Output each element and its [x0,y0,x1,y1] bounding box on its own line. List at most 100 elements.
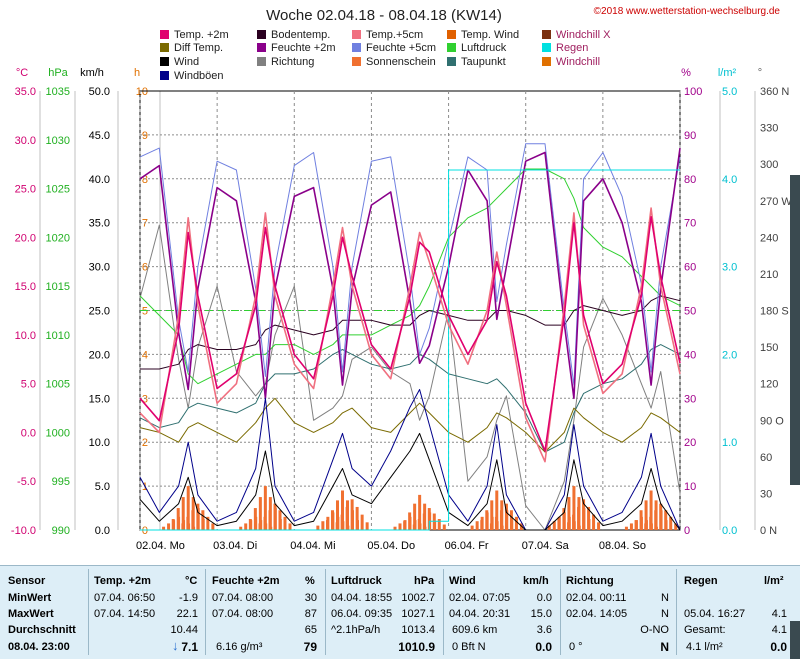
wind-tick: 20.0 [89,349,110,361]
sunshine-tick: 7 [142,218,148,230]
sunshine-bar [176,508,180,530]
right-unit-label: % [681,67,691,79]
legend-swatch [257,30,266,39]
legend-swatch [352,30,361,39]
temp-tick: 10.0 [15,330,36,342]
sunshine-bar [489,523,493,530]
sunshine-tick: 6 [142,262,148,274]
temp-tick: 15.0 [15,281,36,293]
right-unit-label: l/m² [718,67,737,79]
regen-unit: l/m² [764,575,784,587]
right-unit-label: ° [758,67,762,79]
series-line-windb-en [139,389,681,531]
sunshine-bar [587,506,591,530]
legend-swatch [542,30,551,39]
sunshine-bar [432,513,436,530]
humidity-tick: 10 [684,481,696,493]
wind-avg-value: 3.6 [536,624,552,636]
sunshine-bar [283,516,287,530]
left-unit-label: h [134,67,140,79]
sunshine-bar [340,514,344,530]
sunshine-bar [437,519,441,530]
sunshine-bar [331,510,334,530]
temp-tick: 20.0 [15,232,36,244]
feuchte-absolute: 6.16 g/m³ [216,641,263,653]
humidity-tick: 60 [684,262,696,274]
humidity-tick: 50 [684,306,696,318]
richtung-header: Richtung [566,575,614,587]
pressure-tick: 1000 [46,427,70,439]
left-unit-label: hPa [48,67,68,79]
feuchte-max-value: 87 [304,608,317,620]
pressure-tick: 1020 [46,232,70,244]
sunshine-tick: 5 [142,306,148,318]
sunshine-bar [422,513,426,530]
luftdruck-avg-value: 1013.4 [401,624,435,636]
feuchte-avg-value: 65 [304,624,317,636]
luftdruck-unit: hPa [414,575,435,587]
wind-max-value: 15.0 [530,608,552,620]
chart-title: Woche 02.04.18 - 08.04.18 (KW14) [266,7,502,24]
series-line-bodentemp- [140,295,681,370]
sunshine-bar [552,521,556,530]
series-line-taupunkt [139,344,681,453]
sunshine-bar [509,510,513,530]
regen-max-time: 05.04. 16:27 [684,608,746,620]
sunshine-bar [562,508,566,530]
pressure-tick: 1035 [46,86,70,98]
sunshine-bar [263,516,267,530]
sunshine-bar [629,523,633,530]
regen-current-value: 0.0 [770,640,787,654]
sunshine-bar [171,519,175,530]
legend-swatch [447,57,456,66]
sunshine-bar [258,523,262,530]
legend-swatch [160,71,169,80]
series-line-temp-5cm [139,207,681,463]
sunshine-bar [499,510,503,530]
pressure-tick: 990 [52,525,70,537]
regen-today: 4.1 l/m² [686,641,723,653]
wind-tick: 30.0 [89,262,110,274]
luftdruck-max-value: 1027.1 [401,608,435,620]
rain-tick: 4.0 [722,174,737,186]
sunshine-bar [639,510,643,530]
legend-swatch [542,43,551,52]
direction-tick: 30 [760,488,772,500]
feuchte-header: Feuchte +2m [212,575,280,587]
copyright-link[interactable]: ©2018 www.wetterstation-wechselburg.de [594,6,781,17]
sunshine-tick: 2 [142,437,148,449]
sunshine-bar [480,520,484,530]
luftdruck-tendency: ^2.1hPa/h [331,624,381,636]
wind-tick: 35.0 [89,218,110,230]
sunshine-bar [393,526,397,530]
humidity-tick: 100 [684,86,702,98]
direction-tick: 0 N [760,525,777,537]
legend-swatch [447,30,456,39]
sunshine-bar [413,503,417,530]
pressure-tick: 995 [52,476,70,488]
direction-tick: 210 [760,269,778,281]
sunshine-bar [181,523,185,530]
sunshine-bar [577,506,581,530]
richtung-min-time: 02.04. 00:11 [566,592,627,604]
left-unit-label: km/h [80,67,104,79]
wind-tick: 25.0 [89,306,110,318]
sunshine-bar [278,510,282,530]
sunshine-tick: 3 [142,393,148,405]
sunshine-bar [398,523,402,530]
sensor-header: Sensor [8,575,46,587]
wind-distance: 609.6 km [452,624,498,636]
day-label: 08.04. So [599,540,646,552]
legend-label: Temp. Wind [461,29,519,41]
legend-label: Wind [174,56,199,68]
chart-plot [139,143,681,531]
feuchte-unit: % [305,575,315,587]
sunshine-bar [475,521,479,530]
legend-label: Feuchte +5cm [366,42,436,54]
legend-swatch [447,43,456,52]
series-line-regen [140,169,680,531]
sunshine-bar [345,506,349,530]
right-edge-strip [790,175,800,485]
sunshine-bar [336,500,339,530]
richtung-current-value: N [660,640,669,654]
